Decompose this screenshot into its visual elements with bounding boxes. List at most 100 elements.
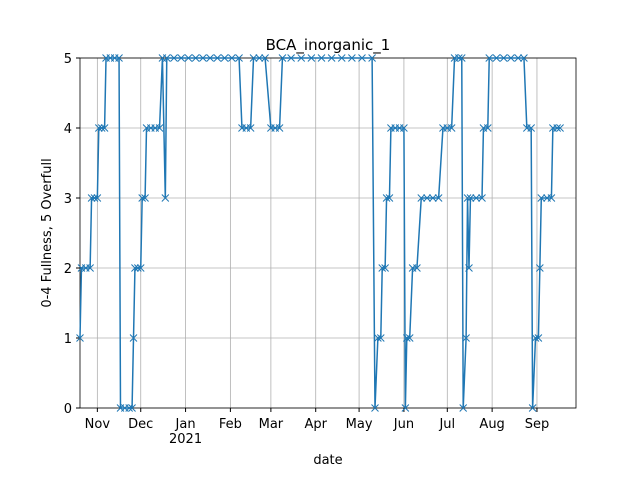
data-marker bbox=[434, 194, 443, 202]
data-marker bbox=[136, 264, 145, 272]
data-marker bbox=[235, 54, 243, 62]
data-marker bbox=[191, 54, 200, 62]
chart-title: BCA_inorganic_1 bbox=[266, 36, 391, 55]
data-marker bbox=[90, 194, 99, 202]
data-marker bbox=[177, 54, 186, 62]
x-tick-label: Jul bbox=[438, 417, 455, 432]
y-tick-label: 4 bbox=[64, 122, 72, 137]
data-marker bbox=[141, 194, 149, 202]
data-marker bbox=[374, 334, 382, 342]
data-marker bbox=[184, 54, 193, 62]
data-marker bbox=[466, 194, 475, 202]
x-tick-label: May bbox=[346, 417, 373, 432]
data-marker bbox=[170, 54, 178, 62]
data-marker bbox=[278, 54, 287, 62]
y-tick-label: 2 bbox=[64, 262, 72, 277]
data-marker bbox=[317, 54, 326, 62]
data-marker bbox=[348, 54, 356, 62]
data-marker bbox=[405, 334, 414, 342]
data-marker bbox=[499, 54, 508, 62]
x-tick-label: Mar bbox=[259, 417, 284, 432]
data-marker bbox=[199, 54, 207, 62]
x-tick-label: Dec bbox=[128, 417, 153, 432]
data-marker bbox=[478, 194, 486, 202]
data-marker bbox=[514, 54, 523, 62]
y-tick-label: 1 bbox=[64, 332, 72, 347]
data-marker bbox=[459, 404, 468, 412]
data-marker bbox=[465, 264, 473, 272]
data-marker bbox=[378, 264, 387, 272]
data-marker bbox=[428, 194, 437, 202]
data-marker bbox=[462, 334, 470, 342]
data-marker bbox=[128, 404, 136, 412]
data-marker bbox=[307, 54, 316, 62]
data-marker bbox=[556, 124, 564, 132]
data-marker bbox=[457, 54, 466, 62]
data-marker bbox=[368, 54, 376, 62]
data-marker bbox=[534, 334, 543, 342]
data-marker bbox=[76, 334, 84, 342]
data-marker bbox=[553, 124, 562, 132]
data-marker bbox=[402, 334, 411, 342]
data-marker bbox=[87, 194, 96, 202]
data-marker bbox=[507, 54, 515, 62]
data-marker bbox=[535, 264, 544, 272]
y-tick-label: 5 bbox=[64, 52, 72, 67]
data-marker bbox=[400, 124, 408, 132]
data-marker bbox=[246, 124, 255, 132]
x-tick-label: Nov bbox=[85, 417, 111, 432]
data-marker bbox=[287, 54, 295, 62]
data-marker bbox=[249, 54, 258, 62]
data-marker bbox=[537, 194, 546, 202]
data-marker bbox=[492, 54, 501, 62]
data-marker bbox=[162, 54, 171, 62]
y-axis-label: 0-4 Fullness, 5 Overfull bbox=[40, 158, 55, 307]
data-marker bbox=[93, 194, 102, 202]
data-marker bbox=[125, 404, 134, 412]
data-marker bbox=[161, 194, 170, 202]
data-marker bbox=[423, 194, 431, 202]
data-marker bbox=[376, 334, 385, 342]
y-tick-label: 3 bbox=[64, 192, 72, 207]
data-marker bbox=[261, 54, 269, 62]
data-marker bbox=[327, 54, 336, 62]
data-marker bbox=[413, 264, 421, 272]
data-marker bbox=[206, 54, 214, 62]
data-marker bbox=[371, 404, 379, 412]
data-marker bbox=[275, 124, 284, 132]
x-tick-label: Aug bbox=[479, 417, 504, 432]
data-marker bbox=[381, 264, 389, 272]
data-marker bbox=[133, 264, 142, 272]
x-tick-label: Sep bbox=[525, 417, 550, 432]
x-tick-label: Apr bbox=[304, 417, 327, 432]
data-marker bbox=[528, 404, 537, 412]
data-marker bbox=[382, 194, 391, 202]
x-tick-label: Jun bbox=[393, 417, 414, 432]
data-marker bbox=[94, 124, 103, 132]
data-marker bbox=[531, 334, 540, 342]
data-marker bbox=[220, 54, 229, 62]
data-marker bbox=[255, 54, 264, 62]
data-marker bbox=[100, 124, 109, 132]
data-marker bbox=[358, 54, 366, 62]
data-marker bbox=[455, 54, 463, 62]
data-marker bbox=[337, 54, 346, 62]
data-marker bbox=[463, 194, 472, 202]
data-marker bbox=[155, 124, 164, 132]
data-marker bbox=[86, 264, 94, 272]
data-marker bbox=[385, 194, 394, 202]
data-marker bbox=[547, 194, 556, 202]
data-marker bbox=[483, 124, 492, 132]
data-marker bbox=[520, 54, 528, 62]
data-marker bbox=[527, 124, 536, 132]
x-tick-label: Jan 2021 bbox=[169, 417, 202, 447]
data-marker bbox=[485, 54, 494, 62]
data-marker bbox=[138, 194, 147, 202]
data-marker bbox=[472, 194, 481, 202]
x-axis-label: date bbox=[313, 453, 342, 468]
data-marker bbox=[401, 404, 410, 412]
data-marker bbox=[115, 54, 123, 62]
data-marker bbox=[227, 54, 236, 62]
data-marker bbox=[297, 54, 306, 62]
